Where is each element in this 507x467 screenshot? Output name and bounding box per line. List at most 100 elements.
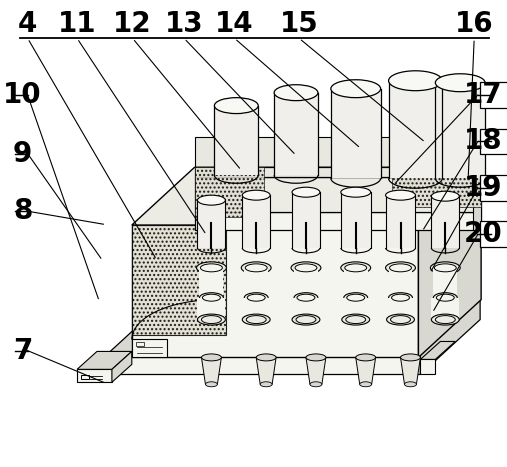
Polygon shape (292, 297, 320, 319)
Ellipse shape (291, 262, 321, 274)
Polygon shape (242, 297, 270, 319)
Ellipse shape (198, 314, 225, 325)
Polygon shape (198, 297, 225, 319)
Polygon shape (242, 195, 270, 248)
Polygon shape (132, 225, 418, 357)
Polygon shape (214, 106, 258, 175)
Ellipse shape (388, 293, 413, 303)
Ellipse shape (430, 262, 460, 274)
Ellipse shape (433, 293, 457, 303)
Text: 14: 14 (215, 10, 254, 38)
Ellipse shape (389, 264, 412, 272)
Polygon shape (480, 175, 507, 201)
Ellipse shape (247, 294, 265, 301)
Ellipse shape (431, 191, 459, 201)
Ellipse shape (200, 264, 223, 272)
Ellipse shape (296, 316, 316, 324)
Ellipse shape (346, 316, 366, 324)
Polygon shape (418, 167, 481, 357)
Ellipse shape (431, 314, 459, 325)
Polygon shape (391, 167, 481, 207)
Ellipse shape (331, 80, 381, 98)
Ellipse shape (386, 314, 414, 325)
Ellipse shape (198, 195, 225, 205)
Ellipse shape (437, 294, 454, 301)
Polygon shape (195, 177, 481, 212)
Ellipse shape (256, 354, 276, 361)
Ellipse shape (344, 293, 368, 303)
Ellipse shape (434, 264, 456, 272)
Text: 12: 12 (113, 10, 152, 38)
Polygon shape (480, 221, 507, 248)
Ellipse shape (274, 85, 318, 101)
Polygon shape (306, 357, 326, 384)
Polygon shape (132, 167, 481, 225)
Polygon shape (195, 212, 481, 230)
Ellipse shape (201, 316, 222, 324)
Ellipse shape (401, 354, 420, 361)
Ellipse shape (292, 187, 320, 197)
Ellipse shape (386, 190, 415, 200)
Polygon shape (401, 357, 420, 384)
Polygon shape (420, 341, 455, 360)
Polygon shape (480, 128, 507, 155)
Polygon shape (132, 225, 226, 334)
Ellipse shape (244, 293, 268, 303)
Polygon shape (294, 268, 318, 297)
Ellipse shape (359, 382, 372, 387)
Text: 15: 15 (280, 10, 318, 38)
Text: 4: 4 (18, 10, 38, 38)
Ellipse shape (436, 74, 485, 92)
Text: 9: 9 (13, 140, 32, 168)
Polygon shape (107, 300, 480, 354)
Ellipse shape (242, 190, 270, 200)
Polygon shape (77, 352, 132, 369)
Polygon shape (341, 192, 371, 248)
Polygon shape (112, 352, 132, 382)
Polygon shape (274, 92, 318, 175)
Polygon shape (292, 192, 320, 248)
Text: 20: 20 (463, 220, 502, 248)
Ellipse shape (405, 382, 416, 387)
Ellipse shape (246, 316, 266, 324)
Text: 13: 13 (165, 10, 203, 38)
Ellipse shape (295, 264, 317, 272)
Polygon shape (77, 369, 112, 382)
Ellipse shape (205, 382, 218, 387)
Polygon shape (195, 167, 264, 217)
Polygon shape (420, 300, 480, 375)
Ellipse shape (306, 354, 326, 361)
Polygon shape (420, 360, 436, 375)
Text: 7: 7 (13, 337, 32, 365)
Ellipse shape (341, 187, 371, 197)
Ellipse shape (342, 314, 370, 325)
Ellipse shape (245, 264, 267, 272)
Ellipse shape (347, 294, 365, 301)
Polygon shape (195, 167, 481, 177)
Ellipse shape (310, 382, 322, 387)
Ellipse shape (345, 264, 367, 272)
Polygon shape (198, 200, 225, 248)
Ellipse shape (199, 293, 224, 303)
Text: 17: 17 (463, 81, 502, 109)
Ellipse shape (260, 382, 272, 387)
Polygon shape (473, 167, 481, 230)
Polygon shape (199, 268, 224, 297)
Text: 16: 16 (455, 10, 493, 38)
Text: 10: 10 (4, 81, 42, 109)
Ellipse shape (386, 262, 415, 274)
Ellipse shape (294, 293, 318, 303)
Ellipse shape (197, 262, 226, 274)
Ellipse shape (214, 98, 258, 113)
Ellipse shape (388, 71, 442, 91)
Polygon shape (244, 268, 268, 297)
Polygon shape (388, 268, 413, 297)
Ellipse shape (356, 354, 376, 361)
Polygon shape (256, 357, 276, 384)
Polygon shape (386, 195, 415, 248)
Polygon shape (356, 357, 376, 384)
Polygon shape (433, 268, 457, 297)
Polygon shape (388, 81, 442, 178)
Text: 18: 18 (463, 127, 502, 156)
Polygon shape (331, 89, 381, 178)
